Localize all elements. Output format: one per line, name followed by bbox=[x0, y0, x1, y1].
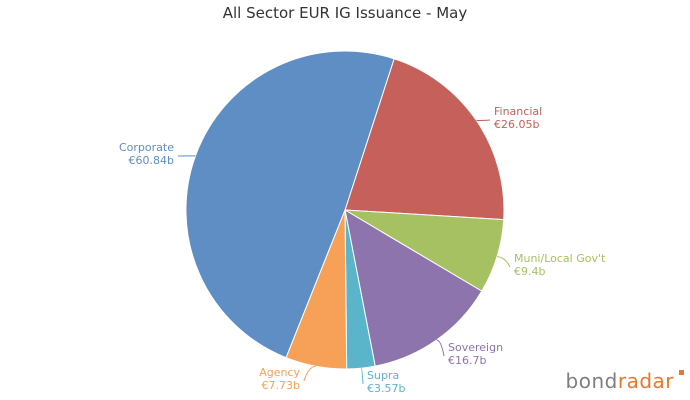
slice-value-muni-local-gov-t: €9.4b bbox=[514, 265, 545, 278]
logo-dot-icon bbox=[679, 370, 684, 375]
connector-muni-local-gov-t bbox=[496, 256, 511, 268]
slice-value-corporate: €60.84b bbox=[129, 154, 174, 167]
slice-label-agency: Agency bbox=[259, 366, 300, 379]
logo-text-radar: radar bbox=[617, 369, 674, 393]
slice-label-sovereign: Sovereign bbox=[448, 341, 503, 354]
slice-label-financial: Financial bbox=[494, 105, 542, 118]
connector-financial bbox=[476, 119, 491, 121]
bondradar-logo: bondradar bbox=[565, 368, 684, 394]
slice-label-supra: Supra bbox=[367, 369, 399, 382]
logo-text-bond: bond bbox=[565, 369, 618, 393]
pie-labels: Financial€26.05b Muni/Local Gov't€9.4b Sov… bbox=[119, 105, 606, 395]
slice-label-corporate: Corporate bbox=[119, 141, 174, 154]
pie-slices bbox=[185, 50, 505, 370]
pie-slice-corporate bbox=[185, 50, 395, 359]
slice-value-supra: €3.57b bbox=[367, 382, 405, 395]
connector-supra bbox=[360, 367, 364, 385]
chart-title: All Sector EUR IG Issuance - May bbox=[223, 4, 468, 22]
slice-value-financial: €26.05b bbox=[494, 118, 539, 131]
pie-slice-sovereign bbox=[344, 209, 483, 367]
connector-agency bbox=[303, 365, 316, 382]
pie-slice-financial bbox=[344, 58, 505, 221]
slice-label-muni-local-gov-t: Muni/Local Gov't bbox=[514, 252, 606, 265]
slice-value-sovereign: €16.7b bbox=[448, 354, 486, 367]
connector-sovereign bbox=[436, 339, 445, 357]
slice-value-agency: €7.73b bbox=[262, 379, 300, 392]
